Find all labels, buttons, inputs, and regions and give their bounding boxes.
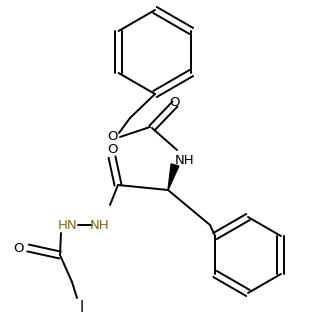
Text: O: O — [13, 242, 23, 254]
Text: O: O — [107, 143, 117, 156]
Text: I: I — [80, 300, 84, 316]
Polygon shape — [168, 164, 179, 190]
Text: O: O — [108, 129, 118, 143]
Text: NH: NH — [90, 219, 110, 232]
Text: NH: NH — [175, 154, 195, 166]
Text: O: O — [170, 96, 180, 109]
Text: HN: HN — [58, 219, 78, 232]
